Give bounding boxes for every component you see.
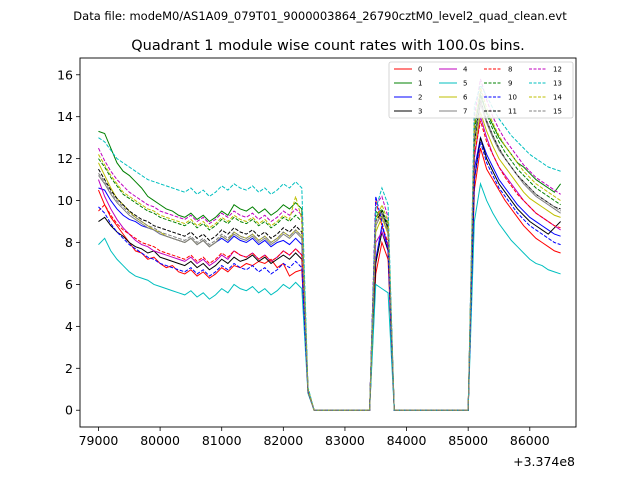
x-axis-offset-label: +3.374e8 [513, 454, 575, 469]
series-line-14 [98, 87, 561, 411]
x-tick-label: 79000 [79, 433, 119, 448]
legend-label-11: 11 [508, 108, 517, 116]
figure-suptitle: Data file: modeM0/AS1A09_079T01_90000038… [73, 9, 567, 23]
legend-box [388, 61, 574, 119]
x-tick-label: 80000 [140, 433, 180, 448]
series-line-3 [98, 137, 561, 411]
series-line-6 [98, 112, 561, 411]
legend-label-7: 7 [463, 108, 467, 116]
series-line-10 [98, 141, 561, 411]
legend-label-12: 12 [553, 66, 562, 74]
series-line-8 [98, 120, 561, 411]
y-tick-label: 6 [65, 277, 73, 292]
y-tick-label: 10 [57, 193, 73, 208]
x-tick-label: 86000 [510, 433, 550, 448]
legend-label-14: 14 [553, 94, 562, 102]
legend-label-0: 0 [418, 66, 422, 74]
legend-label-3: 3 [418, 108, 422, 116]
y-tick-label: 4 [65, 319, 73, 334]
series-line-0 [98, 148, 561, 411]
legend-label-2: 2 [418, 94, 422, 102]
legend-label-4: 4 [463, 66, 468, 74]
x-tick-label: 85000 [448, 433, 488, 448]
legend-label-9: 9 [508, 80, 512, 88]
legend-label-1: 1 [418, 80, 422, 88]
y-axis: 0 2 4 6 8 10 12 14 16 [57, 67, 80, 418]
chart-title: Quadrant 1 module wise count rates with … [131, 38, 525, 54]
y-tick-label: 16 [57, 67, 73, 82]
y-tick-label: 0 [65, 403, 73, 418]
x-tick-label: 84000 [387, 433, 427, 448]
legend-label-15: 15 [553, 108, 562, 116]
series-line-4 [98, 116, 561, 411]
legend-label-6: 6 [463, 94, 468, 102]
series-line-12 [98, 78, 561, 411]
x-tick-label: 81000 [202, 433, 242, 448]
x-axis: 79000 80000 81000 82000 83000 84000 85000 86000 [79, 427, 550, 448]
x-tick-label: 83000 [325, 433, 365, 448]
y-tick-label: 12 [57, 151, 73, 166]
series-line-9 [98, 91, 561, 411]
series-layer [98, 78, 562, 411]
legend-label-10: 10 [508, 94, 517, 102]
y-tick-label: 14 [57, 109, 73, 124]
y-tick-label: 8 [65, 235, 73, 250]
legend-label-5: 5 [463, 80, 467, 88]
x-tick-label: 82000 [263, 433, 303, 448]
series-line-2 [98, 135, 561, 411]
y-tick-label: 2 [65, 361, 73, 376]
legend-label-13: 13 [553, 80, 562, 88]
legend-label-8: 8 [508, 66, 512, 74]
